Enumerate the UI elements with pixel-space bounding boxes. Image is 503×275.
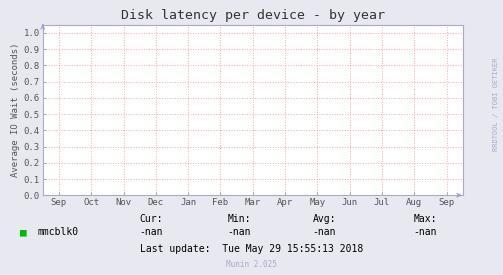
Text: -nan: -nan [139, 227, 162, 237]
Y-axis label: Average IO Wait (seconds): Average IO Wait (seconds) [11, 43, 20, 177]
Text: mmcblk0: mmcblk0 [38, 227, 79, 237]
Text: Munin 2.025: Munin 2.025 [226, 260, 277, 269]
Text: ■: ■ [20, 227, 27, 237]
Text: -nan: -nan [227, 227, 250, 237]
Title: Disk latency per device - by year: Disk latency per device - by year [121, 9, 385, 22]
Text: Cur:: Cur: [139, 214, 162, 224]
Text: Max:: Max: [413, 214, 437, 224]
Text: Last update:  Tue May 29 15:55:13 2018: Last update: Tue May 29 15:55:13 2018 [140, 244, 363, 254]
Text: -nan: -nan [413, 227, 437, 237]
Text: RRDTOOL / TOBI OETIKER: RRDTOOL / TOBI OETIKER [493, 58, 499, 151]
Text: Min:: Min: [227, 214, 250, 224]
Text: Avg:: Avg: [313, 214, 336, 224]
Text: -nan: -nan [313, 227, 336, 237]
